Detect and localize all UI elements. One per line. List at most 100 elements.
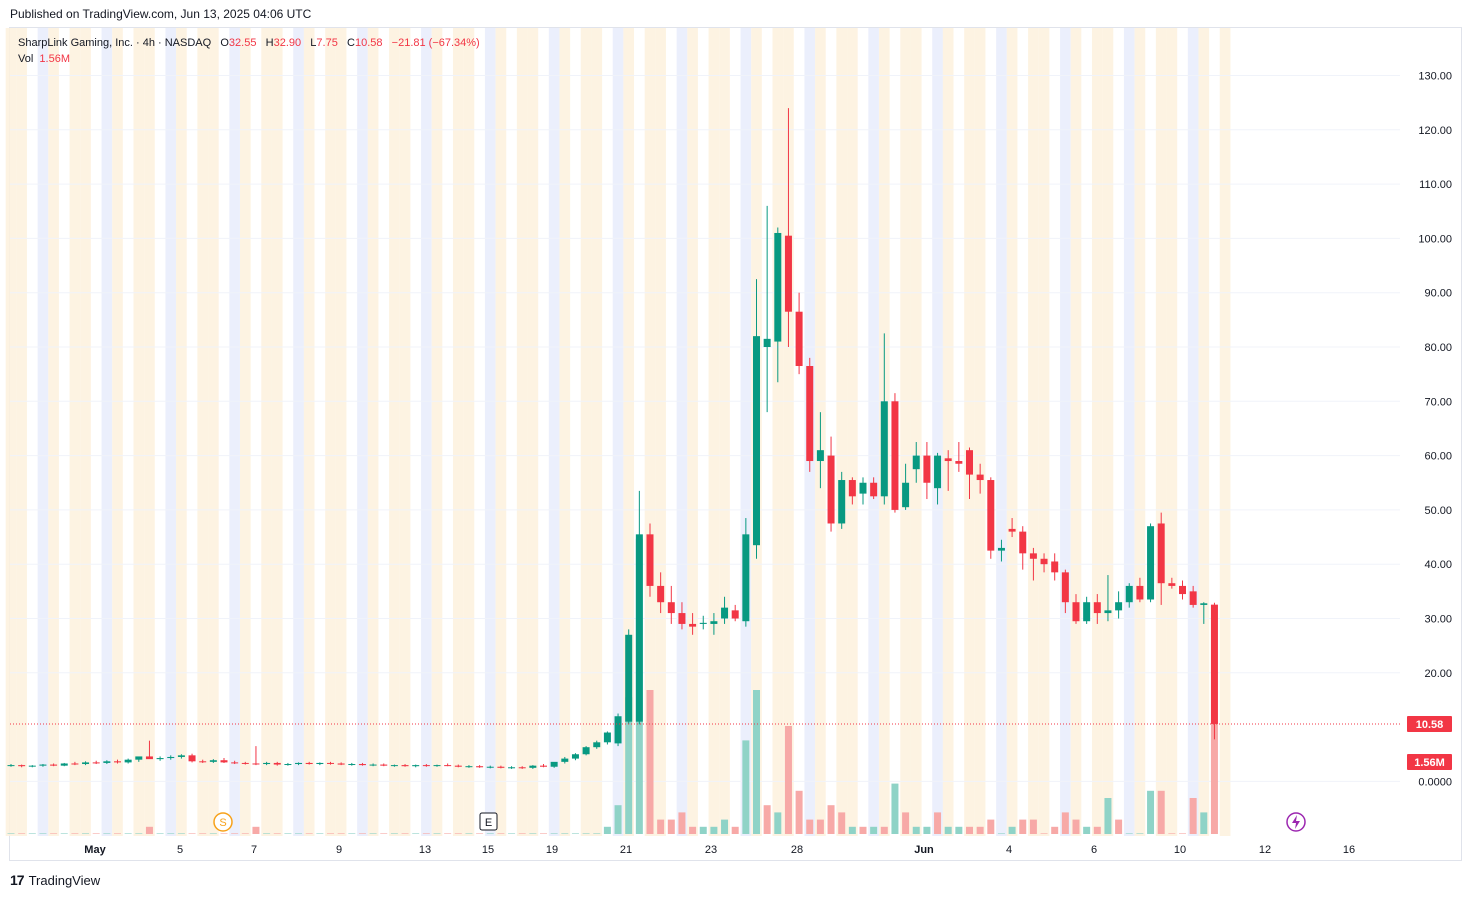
volume-bar bbox=[305, 833, 313, 834]
session-stripe bbox=[964, 28, 975, 836]
volume-bar bbox=[50, 833, 58, 834]
candle-body bbox=[263, 762, 271, 765]
candle-body bbox=[731, 610, 739, 619]
session-stripe bbox=[719, 28, 730, 836]
candle-body bbox=[816, 450, 824, 462]
volume-bar bbox=[465, 833, 473, 834]
candle-body bbox=[550, 761, 558, 767]
session-stripe bbox=[1060, 28, 1071, 836]
session-stripe bbox=[1006, 28, 1018, 836]
candle-body bbox=[145, 756, 153, 760]
x-tick-label: 21 bbox=[620, 844, 632, 856]
legend-ohlc-row: SharpLink Gaming, Inc. · 4h · NASDAQ O32… bbox=[18, 35, 480, 51]
volume-bar bbox=[199, 833, 207, 834]
candle-body bbox=[1179, 585, 1186, 595]
volume-bar bbox=[571, 833, 579, 834]
footer-brand[interactable]: 17 TradingView bbox=[10, 872, 100, 888]
volume-bar bbox=[1029, 819, 1037, 834]
x-tick-label: 15 bbox=[482, 844, 494, 856]
volume-bar bbox=[28, 833, 36, 834]
session-stripe bbox=[101, 28, 113, 836]
session-stripe bbox=[900, 28, 911, 836]
candle-body bbox=[997, 547, 1005, 551]
candle-body bbox=[625, 634, 633, 722]
volume-bar bbox=[284, 833, 292, 834]
candle-body bbox=[412, 765, 420, 767]
session-stripe bbox=[591, 28, 603, 836]
candle-body bbox=[1008, 528, 1016, 532]
candle-body bbox=[944, 458, 952, 462]
volume-tag-label: 1.56M bbox=[1414, 757, 1445, 769]
volume-bar bbox=[454, 833, 462, 834]
legend-close-value: 10.58 bbox=[354, 37, 383, 49]
session-stripe bbox=[176, 28, 187, 836]
volume-bar bbox=[390, 833, 398, 834]
candle-body bbox=[60, 763, 68, 766]
session-stripe bbox=[687, 28, 698, 836]
volume-bar bbox=[114, 833, 121, 834]
session-stripe bbox=[1028, 28, 1039, 836]
candle-body bbox=[838, 480, 846, 524]
candle-body bbox=[380, 764, 388, 766]
candle-body bbox=[976, 474, 984, 481]
volume-bar bbox=[263, 833, 271, 834]
legend-vol-label: Vol bbox=[18, 53, 34, 65]
session-stripe bbox=[783, 28, 794, 836]
session-stripe bbox=[399, 28, 411, 836]
session-stripe bbox=[1102, 28, 1114, 836]
volume-bar bbox=[966, 826, 973, 834]
volume-bar bbox=[582, 833, 590, 834]
candle-body bbox=[934, 455, 942, 489]
volume-bar bbox=[859, 826, 867, 834]
session-stripe bbox=[868, 28, 879, 836]
volume-bar bbox=[401, 833, 409, 834]
volume-bar bbox=[39, 833, 47, 834]
candle-body bbox=[358, 764, 366, 766]
volume-bar bbox=[774, 812, 782, 834]
volume-bar bbox=[508, 833, 516, 834]
tradingview-logo-icon: 17 bbox=[10, 872, 25, 888]
candle-body bbox=[82, 762, 90, 765]
volume-bar bbox=[923, 826, 931, 834]
volume-bar bbox=[156, 833, 164, 834]
candle-body bbox=[241, 762, 249, 764]
x-tick-label: 6 bbox=[1091, 844, 1097, 856]
candle-body bbox=[135, 756, 143, 760]
y-tick-label: 20.00 bbox=[1424, 668, 1452, 680]
volume-bar bbox=[60, 833, 68, 834]
session-stripe bbox=[740, 28, 752, 836]
session-stripe bbox=[644, 28, 656, 836]
volume-bar bbox=[7, 833, 15, 834]
session-stripe bbox=[452, 28, 464, 836]
volume-bar bbox=[422, 833, 430, 834]
session-stripe bbox=[1166, 28, 1178, 836]
y-tick-label: 60.00 bbox=[1424, 451, 1452, 463]
volume-bar bbox=[976, 826, 984, 834]
legend-vol-value: 1.56M bbox=[39, 53, 70, 65]
volume-bar bbox=[167, 833, 175, 834]
candle-body bbox=[7, 765, 15, 767]
volume-bar bbox=[721, 819, 729, 834]
candle-body bbox=[486, 766, 494, 768]
candle-body bbox=[561, 758, 569, 762]
session-stripe bbox=[1070, 28, 1082, 836]
candle-body bbox=[231, 762, 239, 764]
volume-bar bbox=[550, 833, 558, 834]
session-stripe bbox=[367, 28, 379, 836]
session-stripe bbox=[431, 28, 443, 836]
candle-body bbox=[880, 401, 888, 497]
x-tick-label: 7 bbox=[251, 844, 257, 856]
volume-bar bbox=[1210, 721, 1218, 834]
session-stripe bbox=[5, 28, 17, 836]
session-stripe bbox=[133, 28, 145, 836]
volume-bar bbox=[870, 826, 878, 834]
session-stripe bbox=[495, 28, 507, 836]
y-tick-label: 120.00 bbox=[1418, 125, 1452, 137]
session-stripe bbox=[1134, 28, 1146, 836]
volume-bar bbox=[1189, 798, 1197, 834]
legend-high-label: H bbox=[265, 37, 274, 49]
candle-body bbox=[593, 742, 601, 748]
candle-body bbox=[295, 762, 303, 765]
candle-body bbox=[327, 762, 334, 764]
